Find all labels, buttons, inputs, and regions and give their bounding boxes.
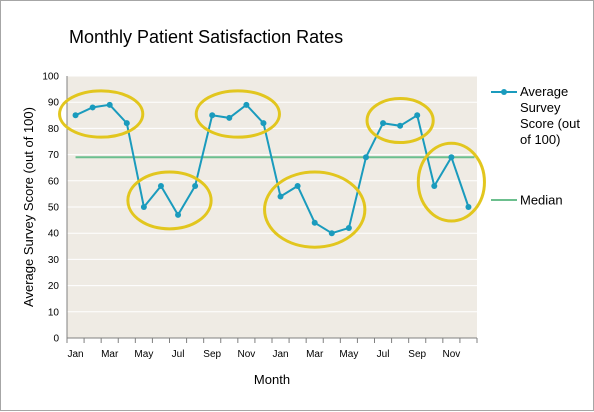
data-point — [311, 219, 318, 226]
data-point — [431, 183, 438, 190]
data-point — [380, 120, 387, 127]
data-point — [397, 122, 404, 129]
data-point — [448, 154, 455, 161]
highlight-ellipse — [365, 97, 435, 145]
y-tick-label: 50 — [48, 203, 60, 214]
highlight-ellipse — [194, 89, 281, 139]
highlight-ellipse — [263, 170, 367, 249]
data-point — [345, 224, 352, 231]
y-tick-label: 10 — [48, 307, 60, 318]
highlight-ellipse — [126, 170, 213, 231]
x-tick-label: Sep — [408, 349, 426, 360]
y-tick-label: 20 — [48, 281, 60, 292]
data-point — [362, 154, 369, 161]
y-tick-label: 100 — [42, 72, 59, 83]
chart-title: Monthly Patient Satisfaction Rates — [69, 27, 344, 47]
x-axis-title: Month — [254, 372, 290, 387]
y-tick-label: 30 — [48, 255, 60, 266]
x-tick-label: Jan — [272, 349, 288, 360]
series-line — [75, 103, 470, 235]
highlight-ellipse — [416, 141, 486, 223]
x-tick-label: Mar — [101, 349, 119, 360]
data-point — [277, 193, 284, 200]
data-point — [414, 112, 421, 119]
data-point — [328, 230, 335, 237]
y-tick-label: 60 — [48, 176, 60, 187]
data-point — [243, 101, 250, 108]
x-tick-label: May — [339, 349, 358, 360]
highlight-ellipse — [58, 89, 145, 139]
data-point — [157, 183, 164, 190]
x-tick-label: Sep — [203, 349, 221, 360]
legend-series-label: Survey — [520, 100, 561, 115]
legend-median-label: Median — [520, 193, 563, 208]
data-point — [226, 114, 233, 121]
x-tick-label: Jan — [67, 349, 83, 360]
x-tick-label: Nov — [442, 349, 460, 360]
data-point — [140, 204, 147, 210]
x-tick-label: May — [134, 349, 153, 360]
data-point — [260, 120, 267, 127]
data-point — [72, 112, 79, 119]
data-point — [175, 211, 182, 218]
data-point — [89, 104, 96, 111]
data-point — [209, 112, 216, 119]
y-tick-label: 70 — [48, 150, 60, 161]
data-point — [106, 101, 113, 108]
y-axis-title: Average Survey Score (out of 100) — [21, 107, 36, 307]
x-tick-label: Nov — [237, 349, 255, 360]
data-point — [465, 204, 472, 210]
data-point — [294, 183, 301, 190]
x-tick-label: Mar — [306, 349, 324, 360]
legend-series-label: Average — [520, 84, 568, 99]
legend-series-label: of 100) — [520, 132, 560, 147]
y-tick-label: 90 — [48, 98, 60, 109]
data-point — [192, 183, 199, 190]
y-tick-label: 80 — [48, 124, 60, 135]
y-tick-label: 40 — [48, 229, 60, 240]
legend-series-label: Score (out — [520, 116, 580, 131]
data-point — [123, 120, 130, 127]
x-tick-label: Jul — [172, 349, 185, 360]
x-tick-label: Jul — [377, 349, 390, 360]
y-tick-label: 0 — [53, 334, 59, 345]
legend-series-marker — [501, 89, 507, 95]
